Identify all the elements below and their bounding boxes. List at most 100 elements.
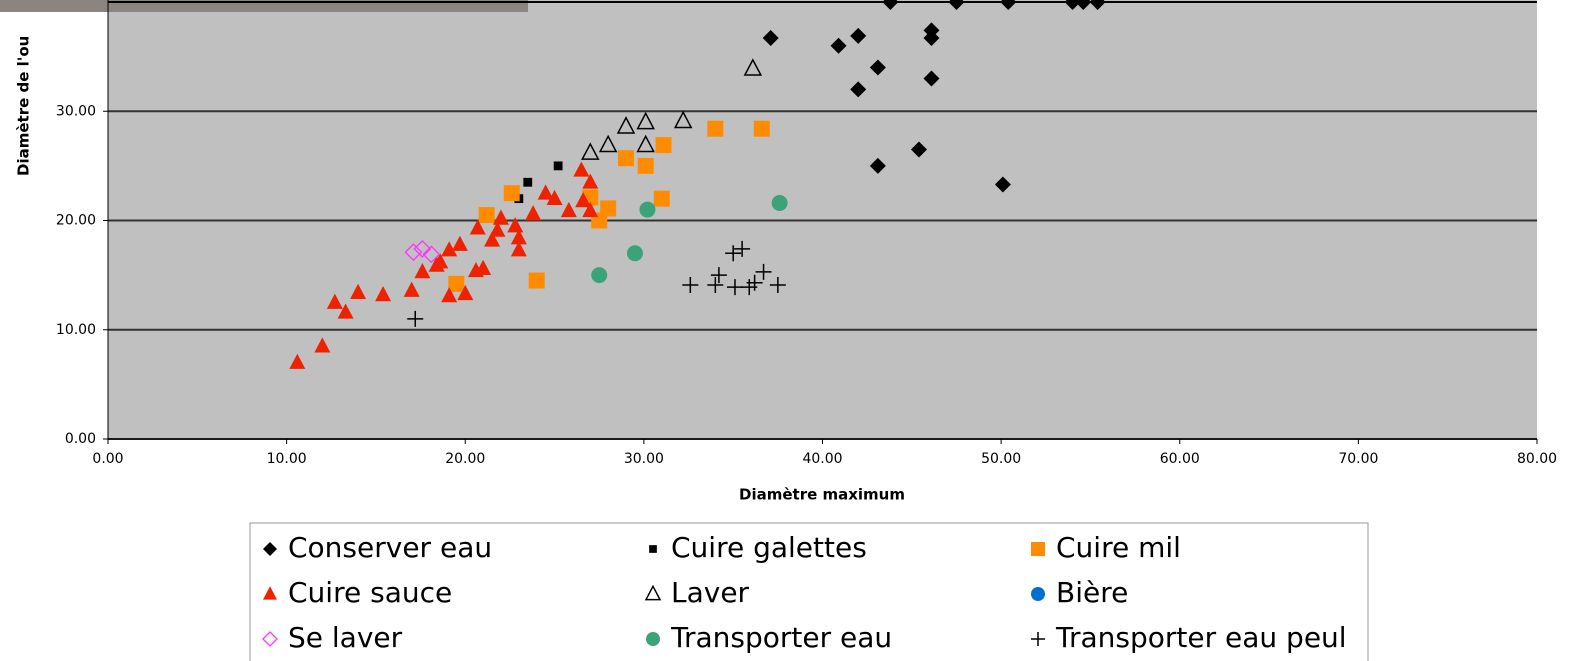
x-tick-label: 60.00 xyxy=(1160,451,1200,467)
point xyxy=(407,310,424,327)
point xyxy=(403,281,420,297)
point xyxy=(1089,0,1106,10)
point xyxy=(910,141,927,158)
point xyxy=(314,337,331,353)
point xyxy=(492,209,509,225)
point xyxy=(510,241,527,257)
x-tick-label: 40.00 xyxy=(802,451,842,467)
legend-item: Cuire galettes xyxy=(649,531,867,564)
legend-label: Cuire sauce xyxy=(288,576,452,609)
legend-item: Transporter eau xyxy=(646,621,892,654)
x-tick-label: 50.00 xyxy=(981,451,1021,467)
point xyxy=(582,201,599,218)
y-axis-title: Diamètre de l'ou xyxy=(15,36,33,176)
x-tick-label: 30.00 xyxy=(624,451,664,467)
point xyxy=(537,184,554,200)
point xyxy=(948,0,965,10)
legend-label: Conserver eau xyxy=(288,531,492,564)
point xyxy=(771,195,788,212)
point xyxy=(573,161,590,177)
point xyxy=(598,134,618,153)
point xyxy=(743,58,763,76)
legend-box xyxy=(249,522,1369,661)
point xyxy=(707,276,724,293)
legend-item: Cuire sauce xyxy=(263,576,452,609)
point xyxy=(507,217,524,233)
point xyxy=(289,353,306,369)
point xyxy=(734,240,751,257)
legend-item: Transporter eau peul xyxy=(1031,621,1347,654)
point xyxy=(469,219,486,235)
point xyxy=(337,303,354,319)
point xyxy=(616,116,636,134)
legend-item: Laver xyxy=(644,576,750,609)
point xyxy=(441,287,458,303)
point xyxy=(457,284,474,301)
legend-item: Cuire mil xyxy=(1031,531,1181,564)
point xyxy=(869,59,886,76)
x-tick-label: 20.00 xyxy=(445,451,485,467)
point xyxy=(478,207,495,224)
x-tick-label: 80.00 xyxy=(1517,451,1557,467)
legend-label: Laver xyxy=(671,576,750,609)
legend-label: Transporter eau xyxy=(670,621,892,654)
point xyxy=(994,176,1011,193)
point xyxy=(726,279,743,296)
legend-item: Bière xyxy=(1031,576,1128,609)
legend-marker xyxy=(646,632,660,646)
point xyxy=(503,185,520,202)
legend-label: Cuire mil xyxy=(1056,531,1181,564)
point xyxy=(489,221,506,237)
point xyxy=(850,27,867,44)
legend-label: Bière xyxy=(1056,576,1128,609)
point xyxy=(639,201,656,218)
point xyxy=(762,30,779,47)
point xyxy=(575,192,592,208)
legend-marker xyxy=(644,584,662,601)
point xyxy=(746,274,763,291)
point xyxy=(375,285,392,302)
point xyxy=(626,245,643,262)
point xyxy=(326,293,343,309)
point xyxy=(441,241,458,257)
point xyxy=(637,157,654,174)
y-tick-label: 20.00 xyxy=(56,213,96,229)
point xyxy=(451,235,468,251)
point xyxy=(850,81,867,98)
point xyxy=(528,272,545,289)
x-tick-label: 70.00 xyxy=(1338,451,1378,467)
legend-marker xyxy=(1031,542,1045,556)
point xyxy=(923,70,940,87)
point xyxy=(591,267,608,284)
point xyxy=(923,30,940,47)
point xyxy=(510,229,527,245)
point xyxy=(725,245,742,262)
y-tick-label: 0.00 xyxy=(65,431,96,447)
point xyxy=(582,173,599,189)
point xyxy=(636,111,655,130)
point xyxy=(581,142,600,160)
point xyxy=(869,157,886,174)
y-tick-label: 30.00 xyxy=(56,103,96,119)
point xyxy=(673,110,693,129)
point xyxy=(682,276,699,293)
point xyxy=(882,0,899,10)
legend-item: Se laver xyxy=(262,621,403,654)
point xyxy=(422,245,441,264)
point xyxy=(707,120,724,137)
point xyxy=(1000,0,1017,10)
point xyxy=(560,201,577,218)
legend-label: Cuire galettes xyxy=(671,531,867,564)
legend-marker xyxy=(1031,587,1045,601)
point xyxy=(414,263,431,279)
point xyxy=(755,263,772,280)
legend-marker xyxy=(1031,632,1045,646)
point xyxy=(413,239,432,258)
point xyxy=(655,137,672,154)
point xyxy=(710,267,727,284)
legend-marker xyxy=(263,542,277,556)
point xyxy=(404,243,423,262)
x-tick-label: 0.00 xyxy=(92,451,123,467)
point xyxy=(753,120,770,137)
